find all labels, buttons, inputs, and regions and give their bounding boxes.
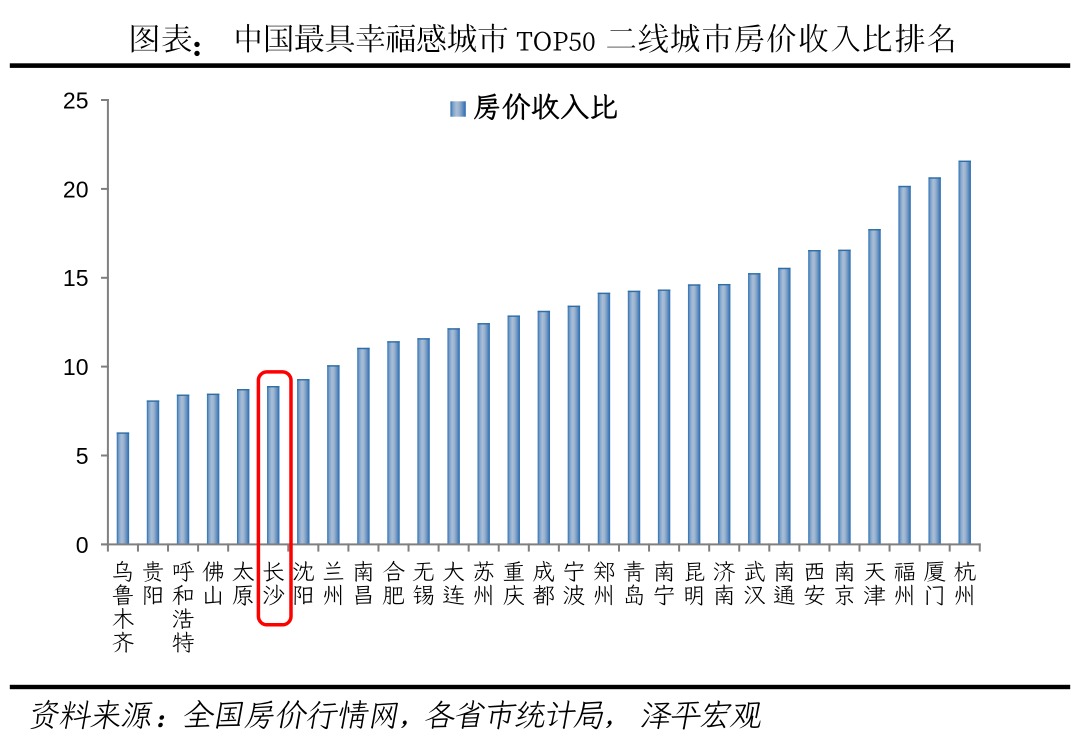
svg-text:0: 0	[76, 532, 89, 558]
svg-text:20: 20	[63, 176, 89, 202]
svg-text:15: 15	[63, 265, 89, 291]
svg-text:25: 25	[63, 87, 89, 113]
svg-text:5: 5	[76, 443, 89, 469]
svg-text:10: 10	[63, 354, 89, 380]
